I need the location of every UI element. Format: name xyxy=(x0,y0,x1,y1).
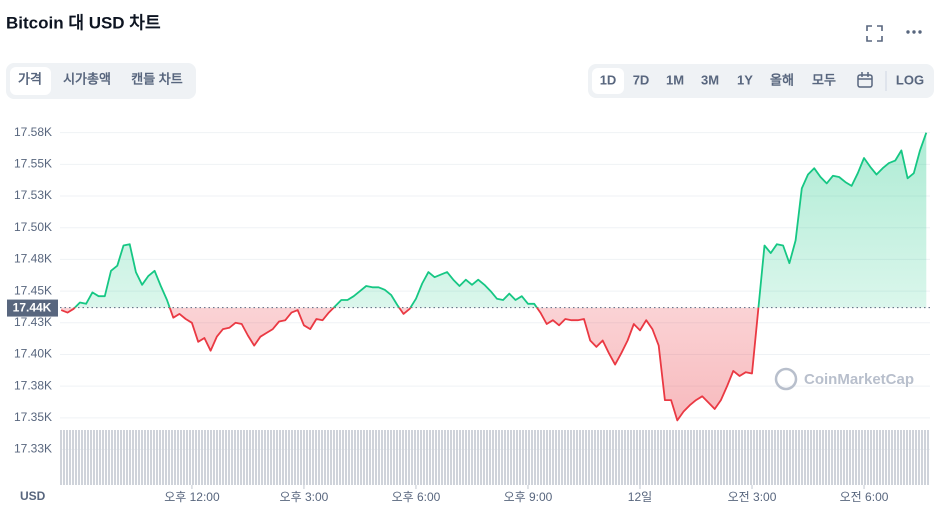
y-tick-label: 17.43K xyxy=(14,315,52,329)
range-active xyxy=(592,68,624,94)
x-tick-label: 오전 3:00 xyxy=(728,490,777,504)
tab[interactable]: 가격 xyxy=(18,71,42,86)
x-tick-label: 오전 6:00 xyxy=(840,490,889,504)
watermark: CoinMarketCap xyxy=(774,367,914,391)
line-up xyxy=(73,132,928,308)
y-tick-label: 17.40K xyxy=(14,347,52,361)
x-tick-label: 오후 12:00 xyxy=(164,490,220,504)
x-tick-label: 오후 6:00 xyxy=(392,490,441,504)
y-tick-label: 17.50K xyxy=(14,220,52,234)
x-tick-label: 오후 3:00 xyxy=(280,490,329,504)
tab-active xyxy=(10,67,51,95)
more-icon[interactable] xyxy=(906,30,922,34)
y-tick-label: 17.53K xyxy=(14,188,52,202)
range-button[interactable]: 올해 xyxy=(770,72,794,87)
title: Bitcoin 대 USD 차트 xyxy=(6,13,161,32)
y-tick-label: 17.33K xyxy=(14,442,52,456)
range-button[interactable]: 1Y xyxy=(737,72,753,87)
log-toggle[interactable]: LOG xyxy=(896,72,924,87)
range-button[interactable]: 1D xyxy=(600,72,617,87)
y-tick-label: 17.55K xyxy=(14,157,52,171)
x-tick-label: 12일 xyxy=(628,490,652,504)
tab-bar xyxy=(6,63,196,99)
volume-bars xyxy=(60,430,930,485)
area-up xyxy=(61,132,927,308)
watermark-text: CoinMarketCap xyxy=(804,371,914,388)
calendar-icon[interactable] xyxy=(857,72,873,88)
y-tick-label: 17.58K xyxy=(14,125,52,139)
baseline-label: 17.44K xyxy=(13,301,52,315)
y-unit: USD xyxy=(20,489,46,503)
y-tick-label: 17.35K xyxy=(14,410,52,424)
area-down xyxy=(61,307,759,421)
x-tick-label: 오후 9:00 xyxy=(504,490,553,504)
expand-icon[interactable] xyxy=(866,25,883,42)
y-tick-label: 17.48K xyxy=(14,252,52,266)
y-tick-label: 17.38K xyxy=(14,378,52,392)
range-button[interactable]: 7D xyxy=(633,72,650,87)
range-button[interactable]: 1M xyxy=(666,72,684,87)
range-button[interactable]: 3M xyxy=(701,72,719,87)
tab[interactable]: 캔들 차트 xyxy=(131,71,182,86)
baseline-label-box xyxy=(7,299,58,317)
range-button[interactable]: 모두 xyxy=(812,72,836,87)
range-bar xyxy=(588,64,934,98)
line-down xyxy=(60,307,760,422)
y-tick-label: 17.45K xyxy=(14,283,52,297)
tab[interactable]: 시가총액 xyxy=(63,71,111,86)
